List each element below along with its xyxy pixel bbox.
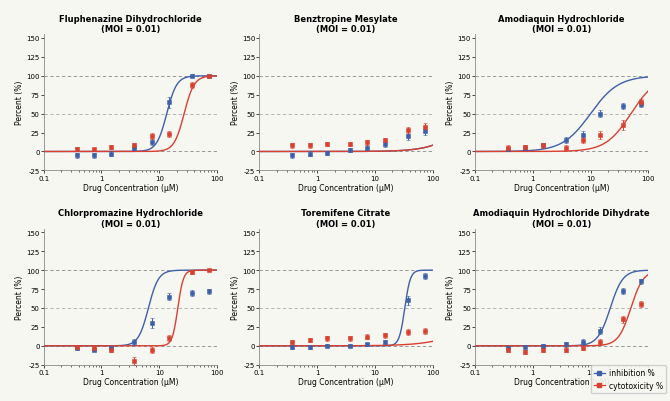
Title: Amodiaquin Hydrochloride Dihydrate
(MOI = 0.01): Amodiaquin Hydrochloride Dihydrate (MOI …: [473, 209, 650, 228]
X-axis label: Drug Concentration (μM): Drug Concentration (μM): [82, 183, 178, 192]
Y-axis label: Percent (%): Percent (%): [446, 81, 456, 125]
Title: Fluphenazine Dihydrochloride
(MOI = 0.01): Fluphenazine Dihydrochloride (MOI = 0.01…: [59, 15, 202, 34]
X-axis label: Drug Concentration (μM): Drug Concentration (μM): [298, 183, 394, 192]
X-axis label: Drug Concentration (μM): Drug Concentration (μM): [514, 183, 610, 192]
Y-axis label: Percent (%): Percent (%): [446, 275, 456, 319]
Y-axis label: Percent (%): Percent (%): [230, 275, 240, 319]
X-axis label: Drug Concentration (μM): Drug Concentration (μM): [514, 377, 610, 386]
Title: Amodiaquin Hydrochloride
(MOI = 0.01): Amodiaquin Hydrochloride (MOI = 0.01): [498, 15, 625, 34]
Title: Benztropine Mesylate
(MOI = 0.01): Benztropine Mesylate (MOI = 0.01): [294, 15, 398, 34]
Title: Toremifene Citrate
(MOI = 0.01): Toremifene Citrate (MOI = 0.01): [302, 209, 391, 228]
Y-axis label: Percent (%): Percent (%): [15, 275, 24, 319]
Y-axis label: Percent (%): Percent (%): [15, 81, 24, 125]
X-axis label: Drug Concentration (μM): Drug Concentration (μM): [82, 377, 178, 386]
X-axis label: Drug Concentration (μM): Drug Concentration (μM): [298, 377, 394, 386]
Title: Chlorpromazine Hydrochloride
(MOI = 0.01): Chlorpromazine Hydrochloride (MOI = 0.01…: [58, 209, 203, 228]
Legend: inhibition %, cytotoxicity %: inhibition %, cytotoxicity %: [591, 365, 666, 393]
Y-axis label: Percent (%): Percent (%): [230, 81, 240, 125]
